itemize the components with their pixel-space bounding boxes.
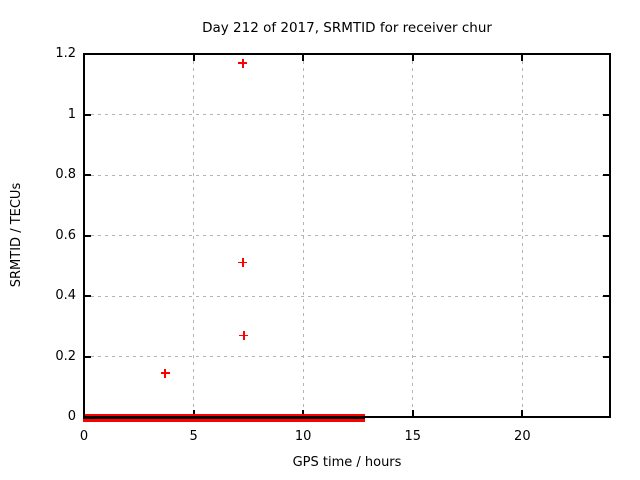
gridline-y-1 — [84, 114, 610, 115]
y-tick-label-0.6: 0.6 — [55, 227, 76, 243]
plus-marker-vbar — [164, 368, 166, 378]
x-tick-bottom-10 — [302, 410, 305, 417]
data-point-3 — [238, 58, 248, 68]
y-tick-left-0.2 — [84, 355, 91, 358]
y-tick-left-1 — [84, 113, 91, 116]
gridline-y-0.8 — [84, 174, 610, 176]
plus-marker-vbar — [242, 258, 244, 268]
y-tick-label-0.2: 0.2 — [55, 348, 76, 364]
x-axis-label: GPS time / hours — [292, 455, 402, 470]
x-tick-label-20: 20 — [514, 429, 531, 444]
y-tick-label-0.8: 0.8 — [55, 167, 76, 182]
x-tick-label-15: 15 — [404, 429, 422, 444]
x-tick-top-10 — [302, 54, 305, 61]
y-tick-label-0: 0 — [67, 409, 76, 424]
gridline-y-0.4 — [84, 295, 610, 297]
x-tick-label-10: 10 — [294, 429, 312, 444]
gridline-y-0.6 — [84, 235, 610, 236]
gridline-y-0.2 — [84, 356, 610, 357]
x-tick-label-5: 5 — [189, 429, 198, 444]
zero-baseline-band-centerline — [83, 417, 365, 419]
data-point-2 — [238, 258, 248, 268]
y-tick-right-1 — [603, 113, 610, 116]
y-tick-label-1.2: 1.2 — [55, 46, 76, 61]
x-tick-label-0: 0 — [79, 429, 89, 444]
y-tick-left-0.4 — [84, 295, 91, 297]
y-tick-label-0.4: 0.4 — [55, 288, 76, 303]
data-point-0 — [160, 368, 170, 378]
y-tick-right-0.2 — [603, 355, 610, 358]
y-tick-left-0.8 — [84, 174, 91, 176]
y-tick-label-1: 1 — [67, 106, 76, 122]
y-tick-right-0.4 — [603, 295, 610, 297]
plus-marker-vbar — [243, 330, 245, 340]
chart-title: Day 212 of 2017, SRMTID for receiver chu… — [202, 20, 492, 36]
y-tick-left-0.6 — [84, 234, 91, 237]
plus-marker-vbar — [242, 58, 244, 68]
data-point-1 — [239, 330, 249, 340]
x-tick-bottom-20 — [521, 410, 524, 417]
x-tick-bottom-5 — [192, 410, 195, 417]
x-tick-top-15 — [411, 54, 414, 61]
y-tick-right-0.8 — [603, 174, 610, 176]
x-tick-top-20 — [521, 54, 524, 61]
x-tick-bottom-15 — [411, 410, 414, 417]
y-tick-right-0.6 — [603, 234, 610, 237]
x-tick-top-5 — [192, 54, 195, 61]
plot-area — [83, 53, 611, 422]
